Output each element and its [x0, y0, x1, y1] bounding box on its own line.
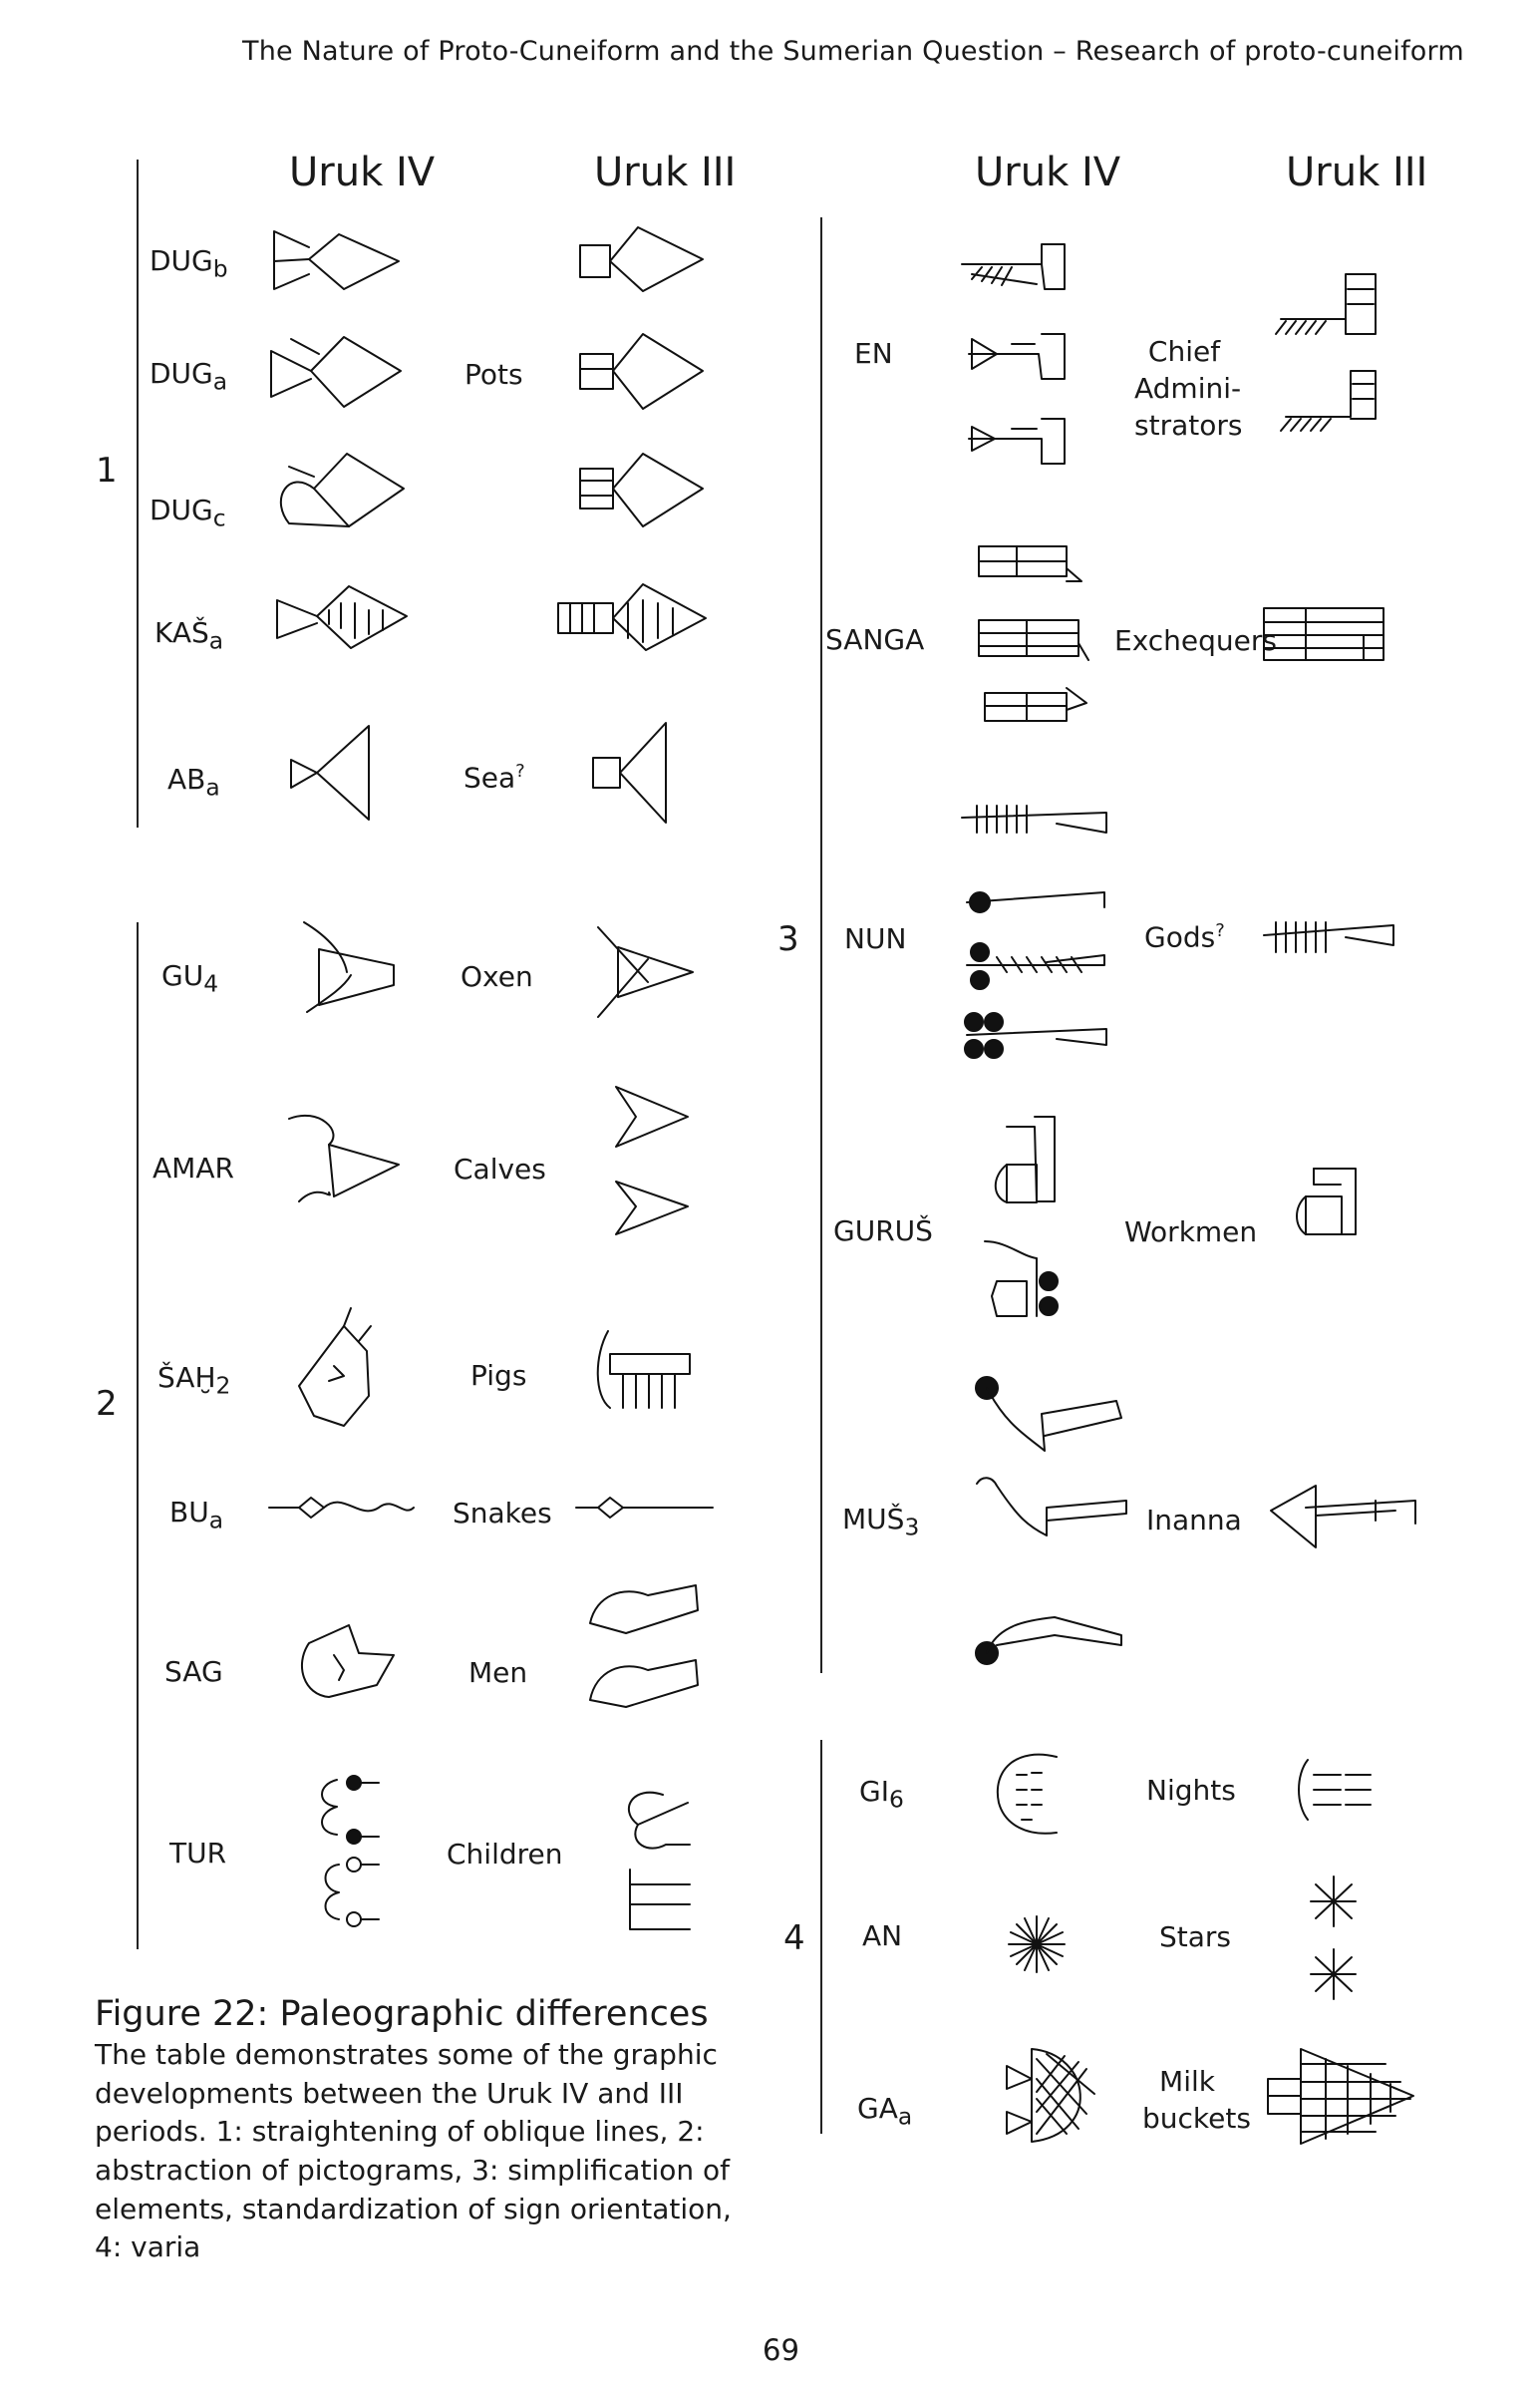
sign-label-mus3: MUŠ3 — [842, 1503, 920, 1541]
group-number-1: 1 — [96, 451, 118, 491]
glyph-ga-a-uruk-iii — [1268, 2049, 1413, 2144]
glyph-dug-c-uruk-iii — [580, 454, 703, 526]
meaning-nights: Nights — [1146, 1774, 1236, 1807]
sign-label-sanga: SANGA — [825, 623, 925, 656]
meaning-men: Men — [468, 1656, 528, 1689]
sign-label-ga-a: GAa — [857, 2092, 913, 2131]
column-header-left-uruk-iv: Uruk IV — [289, 150, 436, 195]
group-number-2: 2 — [96, 1384, 118, 1424]
glyph-dug-a-uruk-iii — [580, 334, 703, 409]
glyph-kas-a-uruk-iv — [277, 586, 407, 648]
sign-label-sag: SAG — [164, 1655, 223, 1688]
glyph-ab-a-uruk-iii — [593, 723, 666, 823]
meaning-chief-administrators: Chief Admini-strators — [1134, 335, 1243, 442]
glyph-bu-a-uruk-iv — [269, 1498, 414, 1518]
glyph-tur-uruk-iv — [322, 1776, 379, 1926]
sign-label-en: EN — [854, 337, 893, 370]
glyph-dug-a-uruk-iv — [271, 337, 401, 407]
sign-label-tur: TUR — [169, 1837, 227, 1870]
glyph-dug-b-uruk-iii — [580, 227, 703, 291]
glyph-gu4-uruk-iv — [304, 922, 394, 1012]
column-header-right-uruk-iv: Uruk IV — [975, 150, 1121, 195]
glyph-ga-a-uruk-iv — [1007, 2049, 1094, 2142]
page-number: 69 — [763, 2333, 799, 2367]
meaning-oxen: Oxen — [461, 960, 533, 993]
glyph-bu-a-uruk-iii — [576, 1498, 713, 1518]
glyph-sanga-uruk-iv — [979, 546, 1088, 721]
sign-label-amar: AMAR — [153, 1152, 234, 1185]
glyph-nun-uruk-iv — [962, 806, 1106, 1058]
sign-label-dug-b: DUGb — [150, 244, 228, 283]
glyph-gu4-uruk-iii — [598, 927, 693, 1017]
meaning-stars: Stars — [1159, 1920, 1232, 1953]
group-1-bracket — [137, 160, 139, 828]
sign-label-ab-a: ABa — [167, 763, 220, 802]
meaning-inanna: Inanna — [1146, 1504, 1242, 1536]
sign-label-dug-a: DUGa — [150, 357, 228, 396]
glyph-sag-uruk-iii — [590, 1585, 698, 1707]
glyph-tur-uruk-iii — [629, 1793, 690, 1929]
group-2-bracket — [137, 922, 139, 1949]
meaning-pigs: Pigs — [470, 1359, 527, 1392]
meaning-pots: Pots — [464, 358, 523, 391]
running-header: The Nature of Proto-Cuneiform and the Su… — [242, 36, 1464, 67]
glyph-dug-c-uruk-iv — [281, 454, 404, 526]
glyph-gurus-uruk-iv — [985, 1117, 1058, 1316]
glyph-mus3-uruk-iv — [976, 1377, 1126, 1664]
sign-label-bu-a: BUa — [169, 1496, 223, 1534]
glyph-an-uruk-iii — [1311, 1876, 1356, 1999]
meaning-snakes: Snakes — [453, 1497, 552, 1530]
group-4-bracket — [820, 1740, 822, 2134]
glyph-ab-a-uruk-iv — [291, 726, 369, 820]
sign-label-an: AN — [862, 1919, 903, 1952]
glyph-gi6-uruk-iv — [998, 1755, 1057, 1834]
sign-label-gurus: GURUŠ — [833, 1214, 933, 1247]
glyph-nun-uruk-iii — [1264, 922, 1393, 952]
figure-caption-text: The table demonstrates some of the graph… — [95, 2038, 732, 2264]
meaning-workmen: Workmen — [1124, 1215, 1258, 1248]
meaning-sea: Sea? — [463, 761, 525, 795]
glyph-en-uruk-iii — [1276, 274, 1376, 431]
group-3-bracket — [820, 217, 822, 1673]
glyph-kas-a-uruk-iii — [558, 584, 706, 650]
glyph-mus3-uruk-iii — [1271, 1486, 1415, 1547]
glyph-en-uruk-iv — [962, 244, 1065, 464]
glyph-sah2-uruk-iii — [598, 1331, 690, 1408]
sign-label-nun: NUN — [844, 922, 907, 955]
glyph-dug-b-uruk-iv — [274, 231, 399, 289]
glyph-gurus-uruk-iii — [1297, 1169, 1356, 1234]
sign-label-dug-c: DUGc — [150, 494, 226, 532]
meaning-gods: Gods? — [1144, 920, 1225, 954]
sign-label-kas-a: KAŠa — [154, 616, 224, 655]
glyph-gi6-uruk-iii — [1299, 1760, 1371, 1820]
sign-label-gu4: GU4 — [161, 959, 219, 998]
column-header-right-uruk-iii: Uruk III — [1286, 150, 1428, 195]
figure-caption-title: Figure 22: Paleographic differences — [95, 1994, 709, 2034]
column-header-left-uruk-iii: Uruk III — [594, 150, 737, 195]
group-number-3: 3 — [777, 919, 799, 959]
meaning-calves: Calves — [454, 1153, 546, 1186]
meaning-children: Children — [447, 1838, 563, 1871]
glyph-sag-uruk-iv — [302, 1625, 394, 1697]
sign-label-gi6: GI6 — [859, 1775, 904, 1814]
meaning-exchequers: Exchequers — [1114, 624, 1277, 657]
glyph-an-uruk-iv — [1009, 1916, 1065, 1972]
group-number-4: 4 — [783, 1918, 805, 1958]
glyph-amar-uruk-iv — [289, 1116, 399, 1201]
glyph-sanga-uruk-iii — [1264, 608, 1384, 660]
glyph-amar-uruk-iii — [616, 1087, 688, 1234]
glyph-sah2-uruk-iv — [299, 1308, 371, 1426]
sign-label-sah2: ŠAḪ2 — [157, 1361, 231, 1400]
